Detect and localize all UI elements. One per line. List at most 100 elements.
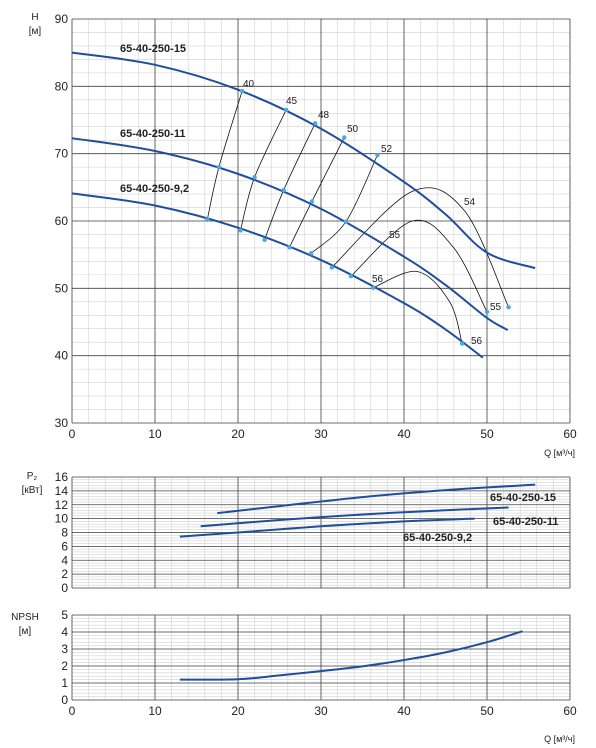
y-tick-label: 12 xyxy=(55,498,69,512)
y-tick-label: 0 xyxy=(61,581,68,595)
efficiency-marker xyxy=(308,251,314,256)
power-y-label-line1: P₂ xyxy=(27,471,38,482)
series-label-power-92: 65-40-250-9,2 xyxy=(403,532,472,544)
efficiency-label-45: 45 xyxy=(286,96,298,107)
efficiency-marker xyxy=(262,237,267,243)
y-tick-label: 14 xyxy=(55,484,69,498)
head-major-grid xyxy=(71,18,571,424)
x-tick-label: 60 xyxy=(563,704,577,718)
y-tick-label: 10 xyxy=(55,512,69,526)
x-tick-label: 0 xyxy=(69,427,76,441)
efficiency-marker xyxy=(459,341,465,346)
y-tick-label: 2 xyxy=(61,659,68,673)
npsh-curve xyxy=(179,630,523,681)
y-tick-label: 0 xyxy=(61,693,68,707)
y-tick-label: 60 xyxy=(55,214,69,228)
x-tick-label: 60 xyxy=(563,427,577,441)
y-tick-label: 50 xyxy=(55,281,69,295)
y-tick-label: 8 xyxy=(61,526,68,540)
head-curve-0 xyxy=(71,51,536,270)
power-curve-1 xyxy=(200,506,509,528)
head-curve-2 xyxy=(71,192,484,359)
y-tick-label: 40 xyxy=(55,349,69,363)
efficiency-curve-40 xyxy=(206,90,243,220)
efficiency-marker xyxy=(205,217,210,222)
efficiency-marker xyxy=(343,219,349,224)
efficiency-marker xyxy=(287,245,292,250)
y-tick-label: 6 xyxy=(61,539,68,553)
head-tick-labels: 30 40 50 60 70 80 90 0 10 20 30 40 50 60 xyxy=(55,12,577,441)
efficiency-marker xyxy=(375,152,380,158)
x-tick-label: 30 xyxy=(314,427,328,441)
x-tick-label: 10 xyxy=(148,427,162,441)
x-tick-label: 20 xyxy=(231,704,245,718)
head-pump-curves xyxy=(71,51,536,359)
x-tick-label: 50 xyxy=(480,427,494,441)
efficiency-marker xyxy=(239,88,245,94)
x-tick-label: 40 xyxy=(397,704,411,718)
y-tick-label: 4 xyxy=(61,625,68,639)
efficiency-marker xyxy=(329,265,334,270)
y-tick-label: 80 xyxy=(55,79,69,93)
head-x-label: Q [м³/ч] xyxy=(544,448,575,458)
efficiency-marker xyxy=(371,285,376,290)
x-tick-label: 30 xyxy=(314,704,328,718)
series-label-power-15: 65-40-250-15 xyxy=(490,492,556,504)
x-tick-label: 0 xyxy=(69,704,76,718)
head-y-label-line2: [м] xyxy=(29,26,42,37)
x-tick-label: 50 xyxy=(480,704,494,718)
npsh-y-label-line1: NPSH xyxy=(11,612,39,623)
efficiency-marker xyxy=(309,199,315,204)
efficiency-label-40: 40 xyxy=(243,79,255,90)
efficiency-marker xyxy=(238,228,243,233)
efficiency-curve-48 xyxy=(264,123,316,240)
y-tick-label: 30 xyxy=(55,416,69,430)
npsh-curve-0 xyxy=(179,630,523,681)
head-efficiency-curves xyxy=(206,90,509,344)
efficiency-label-54: 54 xyxy=(464,197,476,208)
efficiency-marker xyxy=(281,187,286,193)
y-tick-label: 2 xyxy=(61,567,68,581)
y-tick-label: 70 xyxy=(55,147,69,161)
power-curve-2 xyxy=(179,517,475,538)
efficiency-curve-56 xyxy=(373,271,463,344)
series-label-head-11: 65-40-250-11 xyxy=(120,128,185,140)
head-y-label-line1: H xyxy=(31,12,38,23)
efficiency-marker xyxy=(283,107,289,113)
power-major-grid xyxy=(71,476,571,589)
efficiency-label-55-b: 55 xyxy=(490,302,502,313)
efficiency-label-56-a: 56 xyxy=(372,274,384,285)
efficiency-curve-54 xyxy=(331,187,509,308)
efficiency-label-55-a: 55 xyxy=(389,230,401,241)
power-curves xyxy=(179,483,536,538)
efficiency-label-48: 48 xyxy=(318,110,330,121)
efficiency-marker xyxy=(342,135,347,140)
efficiency-marker xyxy=(506,304,511,310)
power-curve-0 xyxy=(217,483,536,515)
y-tick-label: 5 xyxy=(61,608,68,622)
npsh-x-label: Q [м³/ч] xyxy=(544,734,575,744)
head-curve-1 xyxy=(71,137,509,331)
npsh-y-label-line2: [м] xyxy=(19,626,32,637)
head-chart: 30 40 50 60 70 80 90 0 10 20 30 40 50 60 H [м] Q [м³/… xyxy=(29,12,577,458)
efficiency-marker xyxy=(252,175,257,180)
efficiency-marker xyxy=(312,121,318,126)
series-label-power-11: 65-40-250-11 xyxy=(493,516,558,528)
npsh-major-grid xyxy=(71,614,571,701)
efficiency-marker xyxy=(348,274,354,279)
x-tick-label: 40 xyxy=(397,427,411,441)
y-tick-label: 1 xyxy=(61,676,68,690)
y-tick-label: 3 xyxy=(61,642,68,656)
efficiency-curve-55 xyxy=(350,219,488,313)
x-tick-label: 20 xyxy=(231,427,245,441)
head-efficiency-markers xyxy=(205,88,511,346)
efficiency-label-56-b: 56 xyxy=(471,336,483,347)
efficiency-label-50: 50 xyxy=(347,124,359,135)
y-tick-label: 16 xyxy=(55,470,69,484)
efficiency-label-52: 52 xyxy=(381,144,393,155)
